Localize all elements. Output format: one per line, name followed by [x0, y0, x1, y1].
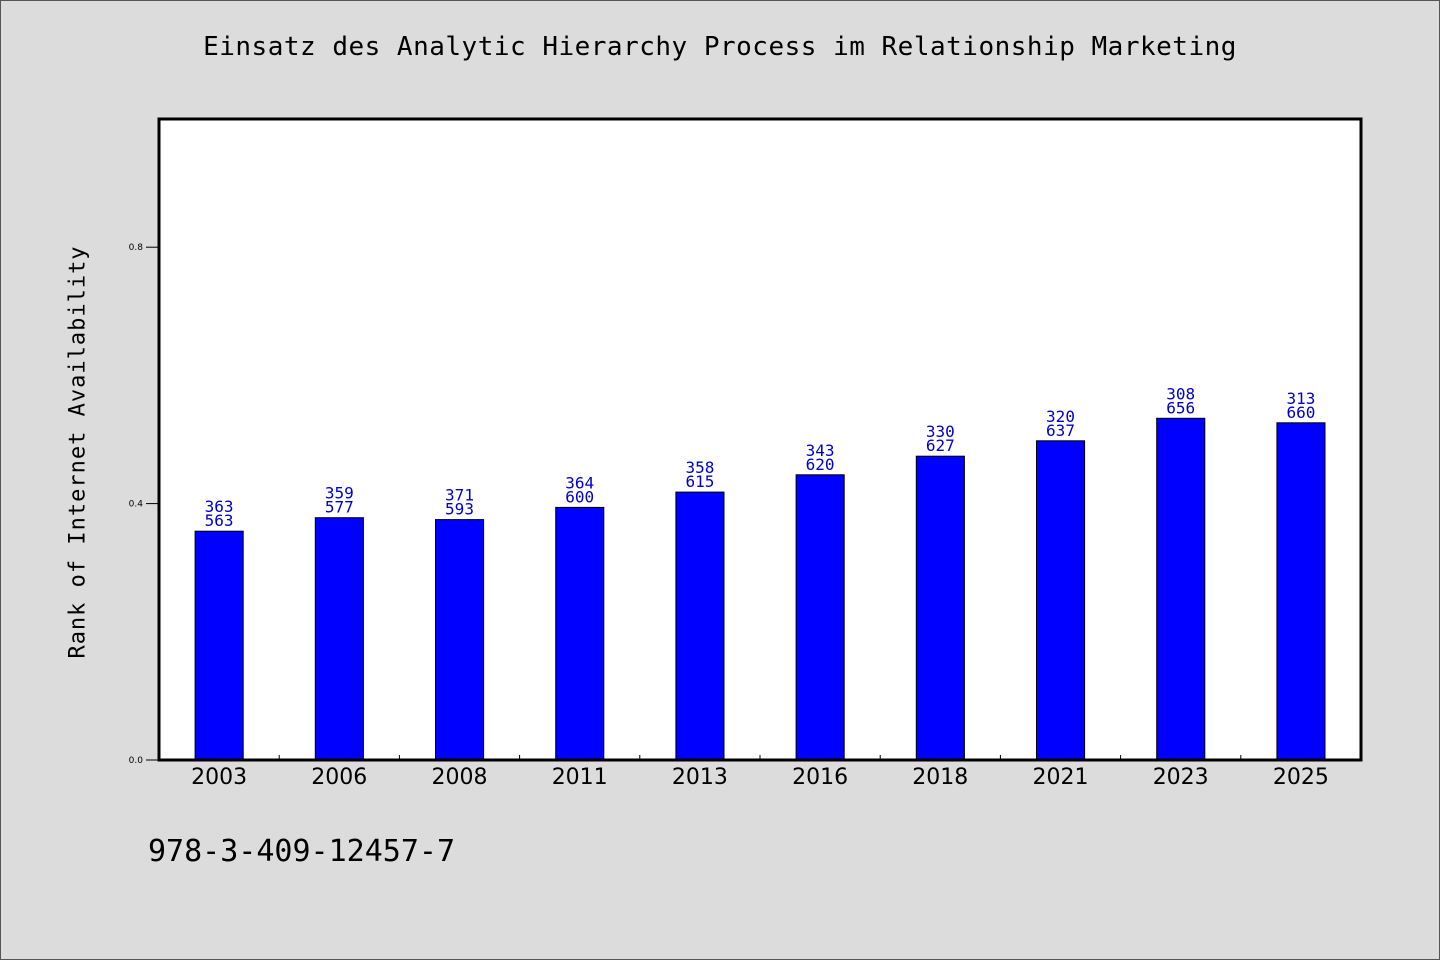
- x-tick-label-2021: 2021: [1033, 765, 1089, 790]
- bar-label-top-2013: 358: [685, 458, 714, 477]
- y-axis: 0.0 0.4 0.8: [129, 243, 159, 766]
- chart-title: Einsatz des Analytic Hierarchy Process i…: [203, 32, 1237, 62]
- bar-label-top-2003: 363: [205, 497, 234, 516]
- x-tick-label-2008: 2008: [432, 765, 488, 790]
- bar-2008: [435, 519, 485, 761]
- bar-2023: [1156, 417, 1206, 761]
- bar-label-top-2021: 320: [1046, 407, 1075, 426]
- bar-2013: [675, 491, 725, 761]
- bar-label-top-2006: 359: [325, 484, 354, 503]
- bar-2011: [555, 506, 605, 761]
- x-tick-label-2013: 2013: [672, 765, 728, 790]
- bar-2016: [795, 474, 845, 761]
- x-tick-label-2025: 2025: [1273, 765, 1329, 790]
- bars-layer: [194, 417, 1326, 761]
- x-tick-label-2006: 2006: [311, 765, 367, 790]
- bar-2025: [1276, 422, 1326, 761]
- bar-label-top-2011: 364: [565, 473, 594, 492]
- bar-label-top-2008: 371: [445, 486, 474, 505]
- bar-label-bottom-2006: 577: [325, 498, 354, 517]
- bar-2021: [1036, 440, 1086, 761]
- x-tick-label-2023: 2023: [1153, 765, 1209, 790]
- x-tick-label-2016: 2016: [792, 765, 848, 790]
- y-tick-label-0.0: 0.0: [129, 756, 144, 766]
- x-axis: 2003 2006 2008 2011 2013 2016 2018 2021 2023 2025: [191, 755, 1329, 790]
- x-tick-label-2011: 2011: [552, 765, 608, 790]
- bar-2018: [915, 455, 965, 761]
- bar-label-bottom-2021: 637: [1046, 421, 1075, 440]
- bar-label-bottom-2008: 593: [445, 500, 474, 519]
- bar-labels-layer: 3635633595773715933646003586153436203306…: [205, 384, 1316, 530]
- isbn-text: 978-3-409-12457-7: [148, 834, 456, 869]
- bar-label-bottom-2016: 620: [806, 455, 835, 474]
- bar-label-bottom-2003: 563: [205, 511, 234, 530]
- bar-label-top-2018: 330: [926, 422, 955, 441]
- bar-label-bottom-2018: 627: [926, 436, 955, 455]
- plot-border: [157, 117, 1363, 762]
- bar-2006: [314, 517, 364, 761]
- bar-label-bottom-2013: 615: [685, 472, 714, 491]
- bar-label-bottom-2025: 660: [1286, 403, 1315, 422]
- bar-label-bottom-2023: 656: [1166, 398, 1195, 417]
- bar-label-top-2016: 343: [806, 441, 835, 460]
- x-tick-label-2003: 2003: [191, 765, 247, 790]
- bar-label-top-2025: 313: [1286, 389, 1315, 408]
- bar-label-top-2023: 308: [1166, 384, 1195, 403]
- y-tick-label-0.8: 0.8: [129, 243, 144, 253]
- bar-2003: [194, 530, 244, 761]
- y-tick-label-0.4: 0.4: [129, 500, 144, 510]
- x-tick-label-2018: 2018: [912, 765, 968, 790]
- bar-label-bottom-2011: 600: [565, 487, 594, 506]
